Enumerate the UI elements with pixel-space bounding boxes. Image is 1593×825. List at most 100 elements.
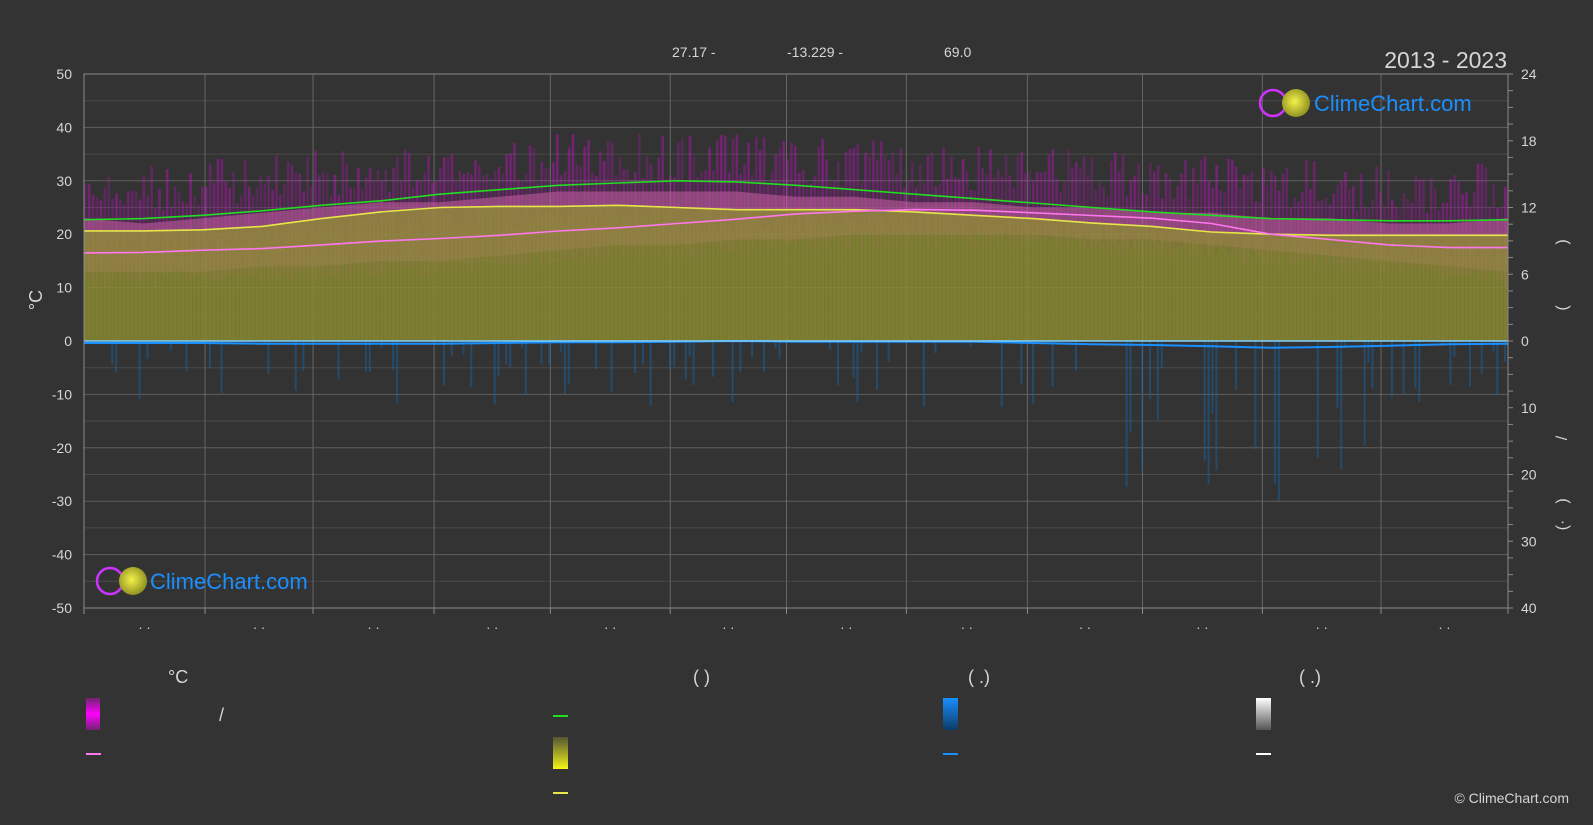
period-label: 2013 - 2023 bbox=[1384, 47, 1507, 73]
rain-day-bar bbox=[731, 341, 734, 403]
temp-day-bar bbox=[1071, 168, 1074, 239]
temp-day-bar bbox=[1375, 166, 1378, 265]
rain-day-bar bbox=[1336, 341, 1339, 408]
temp-day-bar bbox=[1039, 173, 1043, 237]
rain-day-bar bbox=[462, 341, 465, 355]
rain-day-bar bbox=[509, 341, 512, 368]
x-tick-label: · · bbox=[604, 620, 616, 635]
temp-day-bar bbox=[1231, 159, 1234, 258]
temp-day-bar bbox=[755, 137, 758, 242]
right-axis-label-glyph: ) bbox=[1554, 239, 1571, 244]
rain-day-bar bbox=[294, 341, 297, 391]
rain-day-bar bbox=[1453, 341, 1456, 357]
rain-day-bar bbox=[739, 341, 742, 373]
rain-day-bar bbox=[969, 341, 972, 347]
x-tick-label: · · bbox=[722, 620, 734, 635]
rain-day-bar bbox=[111, 341, 114, 365]
rain-day-bar bbox=[692, 341, 695, 385]
rain-day-bar bbox=[1492, 341, 1495, 352]
y2-top-tick-label: 18 bbox=[1521, 133, 1537, 149]
rain-day-bar bbox=[1215, 341, 1218, 471]
rain-day-bar bbox=[634, 341, 637, 373]
rain-day-bar bbox=[540, 341, 543, 365]
rain-day-bar bbox=[1480, 341, 1483, 374]
temp-day-bar bbox=[989, 149, 992, 241]
rain-day-bar bbox=[450, 341, 453, 357]
y-tick-label: 0 bbox=[64, 333, 72, 349]
temp-day-bar bbox=[856, 143, 860, 239]
temp-day-bar bbox=[1024, 173, 1027, 241]
rain-day-bar bbox=[774, 341, 777, 349]
y-axis-label: °C bbox=[26, 290, 46, 310]
rain-day-bar bbox=[1504, 341, 1507, 363]
axes: 50 40 30 20 10 0 -10 -20 -30 -40 -50 24 18 12 6 0 10 20 30… bbox=[52, 66, 1571, 635]
temp-day-bar bbox=[1203, 156, 1207, 250]
y-tick-label: 40 bbox=[56, 119, 72, 135]
rain-day-bar bbox=[836, 341, 839, 386]
rain-day-bar bbox=[934, 341, 937, 354]
temp-day-bar bbox=[918, 164, 922, 238]
legend-rain-mean-swatch bbox=[943, 753, 958, 755]
rain-day-bar bbox=[208, 341, 211, 369]
rain-day-bar bbox=[1273, 341, 1276, 484]
temp-day-bar bbox=[1191, 167, 1195, 258]
rain-day-bar bbox=[762, 341, 765, 372]
rain-day-bar bbox=[1203, 341, 1206, 461]
rain-day-bar bbox=[887, 341, 890, 362]
rain-day-bar bbox=[673, 341, 676, 367]
logo-sun-icon bbox=[1282, 89, 1310, 117]
rain-day-bar bbox=[337, 341, 340, 380]
rain-day-bar bbox=[1125, 341, 1128, 487]
temp-day-bar bbox=[1164, 173, 1168, 242]
temp-day-bar bbox=[1281, 173, 1285, 255]
y-tick-label: -30 bbox=[52, 493, 72, 509]
temp-day-bar bbox=[1285, 167, 1289, 253]
rain-day-bar bbox=[267, 341, 270, 374]
rain-day-bar bbox=[302, 341, 305, 372]
right-axis-label-glyph: ) bbox=[1554, 498, 1571, 503]
y-tick-label: 20 bbox=[56, 226, 72, 242]
header-lat: 27.17 - bbox=[672, 44, 716, 60]
temp-day-bar bbox=[661, 135, 665, 247]
temp-day-bar bbox=[1180, 173, 1183, 248]
temp-day-bar bbox=[1273, 176, 1277, 255]
y2-top-tick-label: 0 bbox=[1521, 333, 1529, 349]
rain-day-bar bbox=[1051, 341, 1054, 387]
x-tick-label: · · bbox=[367, 620, 379, 635]
rain-day-bar bbox=[364, 341, 367, 372]
temp-day-bar bbox=[1149, 162, 1152, 252]
rain-day-bar bbox=[1449, 341, 1452, 386]
temp-day-bar bbox=[852, 148, 856, 235]
rain-day-bar bbox=[1344, 341, 1347, 346]
temp-day-bar bbox=[942, 147, 945, 235]
rain-day-bar bbox=[1254, 341, 1257, 450]
temp-day-bar bbox=[1250, 171, 1254, 255]
legend-snow-swatch bbox=[1256, 698, 1271, 730]
rain-day-bar bbox=[1149, 341, 1152, 399]
rain-day-bar bbox=[559, 341, 562, 353]
legend-temp-range-swatch bbox=[86, 698, 100, 730]
rain-day-bar bbox=[860, 341, 863, 353]
legend-sunshine-range-swatch bbox=[553, 737, 568, 769]
legend-col4-header: ( .) bbox=[1299, 667, 1321, 687]
rain-day-bar bbox=[524, 341, 527, 395]
x-tick-label: · · bbox=[961, 620, 973, 635]
legend-col2-header: ( ) bbox=[693, 667, 710, 687]
temp-day-bar bbox=[1234, 166, 1238, 250]
rain-day-bar bbox=[115, 341, 118, 373]
x-tick-label: · · bbox=[1196, 620, 1208, 635]
rain-day-bar bbox=[548, 341, 551, 365]
legend-snow-mean-swatch bbox=[1256, 753, 1271, 755]
x-tick-label: · · bbox=[1438, 620, 1450, 635]
temp-day-bar bbox=[899, 148, 902, 242]
temp-day-bar bbox=[1184, 160, 1187, 251]
rain-day-bar bbox=[829, 341, 832, 350]
legend-col3-header: ( .) bbox=[968, 667, 990, 687]
rain-day-bar bbox=[169, 341, 172, 351]
temp-day-bar bbox=[1004, 155, 1008, 241]
y-tick-label: 30 bbox=[56, 173, 72, 189]
rain-day-bar bbox=[138, 341, 141, 399]
temp-day-bar bbox=[1082, 156, 1086, 249]
chart-lines bbox=[84, 179, 1508, 349]
legend-mean-temp-swatch bbox=[86, 753, 101, 755]
